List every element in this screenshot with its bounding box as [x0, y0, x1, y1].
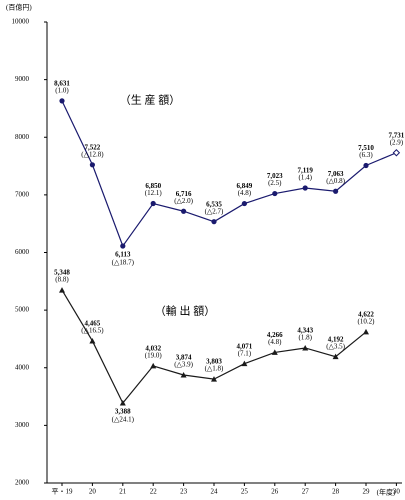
marker — [363, 328, 369, 335]
y-tick-label: 8000 — [15, 133, 30, 141]
value-label: 7,023 — [267, 172, 283, 180]
marker — [332, 353, 339, 360]
y-tick-label: 10000 — [12, 18, 30, 26]
change-label: (△18.7) — [112, 259, 135, 267]
marker — [120, 243, 126, 249]
x-tick-label: 22 — [150, 488, 158, 496]
marker — [302, 344, 309, 351]
marker — [211, 376, 217, 382]
marker — [59, 98, 65, 104]
value-label: 3,388 — [115, 408, 131, 416]
marker — [241, 360, 248, 367]
change-label: (△16.5) — [81, 327, 104, 335]
y-tick-label: 9000 — [15, 75, 30, 83]
y-tick-label: 3000 — [15, 421, 30, 429]
value-label: 5,348 — [54, 269, 70, 277]
value-label: 4,266 — [267, 331, 283, 339]
marker — [302, 185, 308, 191]
marker — [59, 287, 65, 293]
value-label: 3,874 — [176, 354, 192, 362]
marker — [89, 337, 96, 344]
change-label: (1.8) — [298, 334, 312, 342]
marker — [241, 200, 247, 207]
series-label: （輸 出 額） — [155, 304, 216, 318]
marker — [333, 188, 339, 194]
x-tick-label: 24 — [211, 488, 219, 496]
value-label: 6,716 — [176, 190, 192, 198]
change-label: (19.0) — [145, 352, 163, 360]
value-label: 6,113 — [115, 251, 131, 259]
series-line — [61, 100, 397, 248]
change-label: (4.8) — [268, 338, 282, 346]
marker — [181, 208, 187, 214]
marker — [150, 200, 156, 207]
x-tick-label: 28 — [332, 488, 340, 496]
change-label: (△0.8) — [326, 177, 345, 185]
marker — [363, 162, 369, 169]
x-tick-label: 29 — [363, 488, 371, 496]
value-label: 7,510 — [358, 144, 374, 152]
change-label: (4.8) — [238, 189, 252, 197]
change-label: (△3.9) — [174, 361, 193, 369]
change-label: (△12.8) — [81, 150, 104, 158]
y-tick-label: 6000 — [15, 248, 30, 256]
value-label: 6,849 — [237, 182, 253, 190]
x-tick-label: 平・19 — [52, 488, 73, 496]
y-tick-label: 2000 — [15, 479, 30, 487]
x-tick-label: 30 — [393, 488, 401, 496]
y-tick-label: 4000 — [15, 363, 30, 371]
marker — [180, 372, 187, 378]
marker — [89, 162, 95, 168]
change-label: (10.2) — [358, 318, 376, 326]
x-tick-label: 21 — [119, 488, 127, 496]
value-label: 4,192 — [328, 335, 344, 343]
value-label: 4,465 — [85, 320, 101, 328]
change-label: (2.9) — [390, 138, 404, 146]
marker — [211, 219, 217, 225]
marker — [150, 362, 157, 369]
change-label: (△24.1) — [112, 416, 135, 424]
value-label: 6,535 — [206, 200, 222, 208]
x-unit-label: (年度) — [377, 488, 396, 497]
value-label: 7,731 — [389, 131, 405, 139]
change-label: (△3.5) — [326, 342, 345, 350]
value-label: 4,032 — [145, 345, 161, 353]
change-label: (1.4) — [298, 174, 312, 182]
value-label: 7,063 — [328, 170, 344, 178]
change-label: (1.0) — [55, 86, 69, 94]
value-label: 4,622 — [358, 311, 374, 319]
value-label: 6,850 — [145, 182, 161, 190]
change-label: (6.3) — [359, 151, 373, 159]
y-tick-label: 5000 — [15, 306, 30, 314]
value-label: 7,522 — [85, 143, 101, 151]
x-tick-label: 27 — [302, 488, 310, 496]
x-tick-label: 20 — [89, 488, 97, 496]
change-label: (12.1) — [145, 189, 163, 197]
x-tick-label: 23 — [180, 488, 188, 496]
value-label: 7,119 — [298, 167, 314, 175]
marker — [392, 149, 401, 157]
value-label: 4,343 — [297, 327, 313, 335]
change-label: (2.5) — [268, 179, 282, 187]
marker — [119, 400, 126, 406]
value-label: 3,803 — [206, 358, 222, 366]
value-label: 8,631 — [54, 79, 70, 87]
y-tick-label: 7000 — [15, 190, 30, 198]
x-tick-label: 25 — [241, 488, 249, 496]
x-tick-label: 26 — [271, 488, 279, 496]
value-label: 4,071 — [237, 342, 253, 350]
change-label: (△1.8) — [205, 365, 224, 373]
change-label: (△2.7) — [205, 207, 224, 215]
change-label: (7.1) — [238, 349, 252, 357]
unit-label: (百億円) — [6, 3, 32, 12]
marker — [272, 190, 278, 197]
change-label: (8.8) — [55, 276, 69, 284]
change-label: (△2.0) — [174, 197, 193, 205]
series-label: （生 産 額） — [120, 93, 181, 107]
marker — [271, 349, 278, 355]
